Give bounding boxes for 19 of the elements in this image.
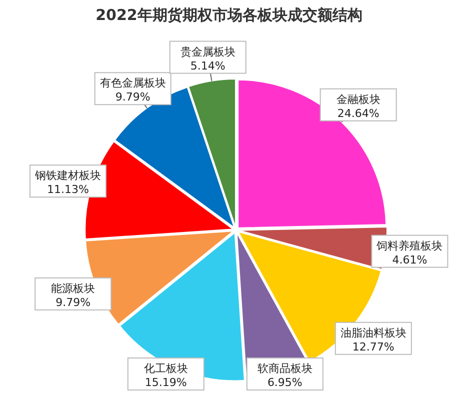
data-label: 12.77% — [352, 340, 394, 354]
slice-label: 油脂油料板块 — [340, 326, 406, 340]
data-label: 5.14% — [190, 59, 226, 72]
data-label: 9.79% — [56, 296, 91, 309]
chart-title: 2022年期货期权市场各板块成交额结构 — [96, 6, 362, 24]
data-label: 4.61% — [392, 253, 428, 266]
slice-label: 能源板块 — [51, 282, 96, 295]
data-label: 9.79% — [115, 90, 150, 104]
slice-label: 金融板块 — [336, 92, 380, 106]
slice-label: 化工板块 — [144, 362, 188, 375]
slice-label: 有色金属板块 — [100, 76, 166, 90]
slice-label: 贵金属板块 — [180, 45, 236, 58]
data-label: 11.13% — [46, 183, 89, 196]
slice-label: 钢铁建材板块 — [34, 169, 101, 182]
data-label: 6.95% — [267, 376, 302, 389]
slice-label: 软商品板块 — [257, 362, 312, 375]
slice-label: 饲料养殖板块 — [376, 239, 443, 252]
data-label: 24.64% — [337, 106, 380, 120]
data-label: 15.19% — [144, 376, 187, 389]
